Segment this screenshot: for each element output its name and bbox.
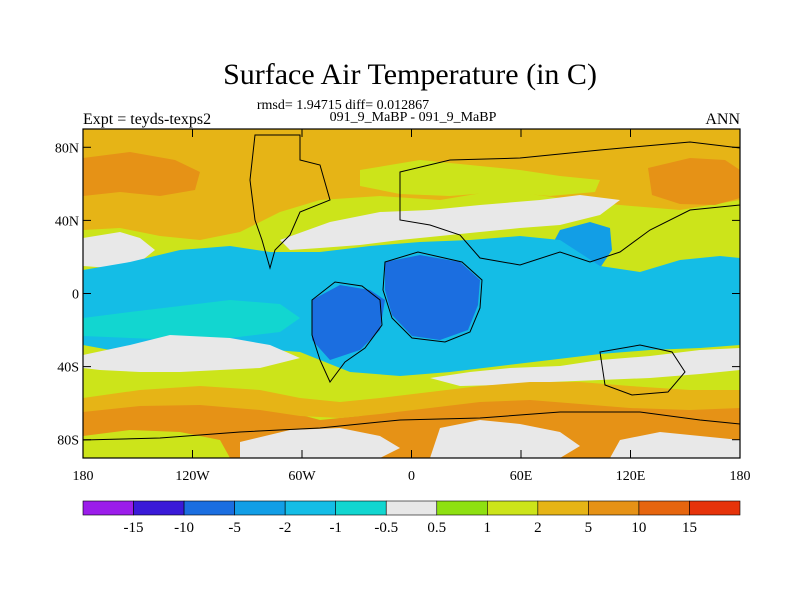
north-pacific-warm xyxy=(83,152,200,196)
colorbar-label: -1 xyxy=(329,520,342,536)
colorbar-label: -2 xyxy=(279,520,292,536)
colorbar-swatch xyxy=(335,500,387,516)
colorbar-label: 5 xyxy=(585,520,593,536)
colorbar-swatch xyxy=(82,500,134,516)
colorbar-swatch xyxy=(284,500,336,516)
australia-outline xyxy=(599,344,686,396)
axis-ticks: 180 120W 60W 0 60E 120E 180 80N 40N 0 40S 80S xyxy=(55,129,751,484)
africa-cold xyxy=(385,255,480,340)
colorbar-swatch xyxy=(436,500,488,516)
x-tick-label: 60W xyxy=(288,469,316,484)
colorbar-label: -5 xyxy=(228,520,241,536)
comparison-label: 091_9_MaBP - 091_9_MaBP xyxy=(330,110,497,125)
colorbar-label: 1 xyxy=(484,520,492,536)
continent-outlines xyxy=(83,134,740,441)
southern-ocean-yellow xyxy=(83,382,740,418)
colorbar-swatch xyxy=(537,500,589,516)
y-tick-label: 40N xyxy=(55,214,79,229)
colorbar-label: 2 xyxy=(534,520,542,536)
colorbar-swatch xyxy=(588,500,640,516)
colorbar-swatch xyxy=(689,500,741,516)
y-tick-label: 80N xyxy=(55,141,79,156)
antarctic-green xyxy=(83,430,230,458)
colorbar-swatch xyxy=(183,500,235,516)
x-tick-label: 180 xyxy=(730,469,751,484)
colorbar-swatch xyxy=(385,500,438,516)
east-asia-warm xyxy=(648,158,740,205)
y-tick-label: 0 xyxy=(72,288,79,303)
eurasia-outline xyxy=(399,141,740,266)
colorbar-label: 10 xyxy=(631,520,646,536)
experiment-label: Expt = teyds-texps2 xyxy=(83,111,211,128)
colorbar: -15 -10 -5 -2 -1 -0.5 0.5 1 2 5 10 15 xyxy=(82,500,741,536)
colorbar-swatch xyxy=(638,500,690,516)
stats-line: rmsd= 1.94715 diff= 0.012867 xyxy=(257,98,429,113)
south-america-cold xyxy=(312,285,385,360)
colorbar-swatch xyxy=(133,500,185,516)
north-america-outline xyxy=(249,134,331,270)
south-america-outline xyxy=(311,281,383,383)
antarctic-neutral xyxy=(240,420,740,458)
x-tick-label: 120W xyxy=(175,469,210,484)
africa-outline xyxy=(382,251,483,343)
x-tick-label: 120E xyxy=(616,469,646,484)
colorbar-swatch xyxy=(487,500,539,516)
north-neutral-band xyxy=(83,195,620,268)
temperature-field xyxy=(83,129,740,458)
x-tick-label: 60E xyxy=(510,469,533,484)
tropical-deep-cyan xyxy=(83,300,300,340)
chart-title: Surface Air Temperature (in C) xyxy=(223,58,597,91)
colorbar-label: -10 xyxy=(174,520,194,536)
arctic-green-patch xyxy=(360,160,600,196)
colorbar-label: 0.5 xyxy=(427,520,446,536)
x-tick-label: 0 xyxy=(408,469,415,484)
x-tick-label: 180 xyxy=(73,469,94,484)
colorbar-label: -0.5 xyxy=(374,520,398,536)
south-neutral-band xyxy=(83,335,740,386)
y-tick-label: 40S xyxy=(57,361,79,376)
colorbar-swatch xyxy=(234,500,286,516)
y-tick-label: 80S xyxy=(57,434,79,449)
season-label: ANN xyxy=(705,111,740,128)
colorbar-label: -15 xyxy=(124,520,144,536)
colorbar-label: 15 xyxy=(682,520,697,536)
antarctica-outline xyxy=(83,411,740,441)
